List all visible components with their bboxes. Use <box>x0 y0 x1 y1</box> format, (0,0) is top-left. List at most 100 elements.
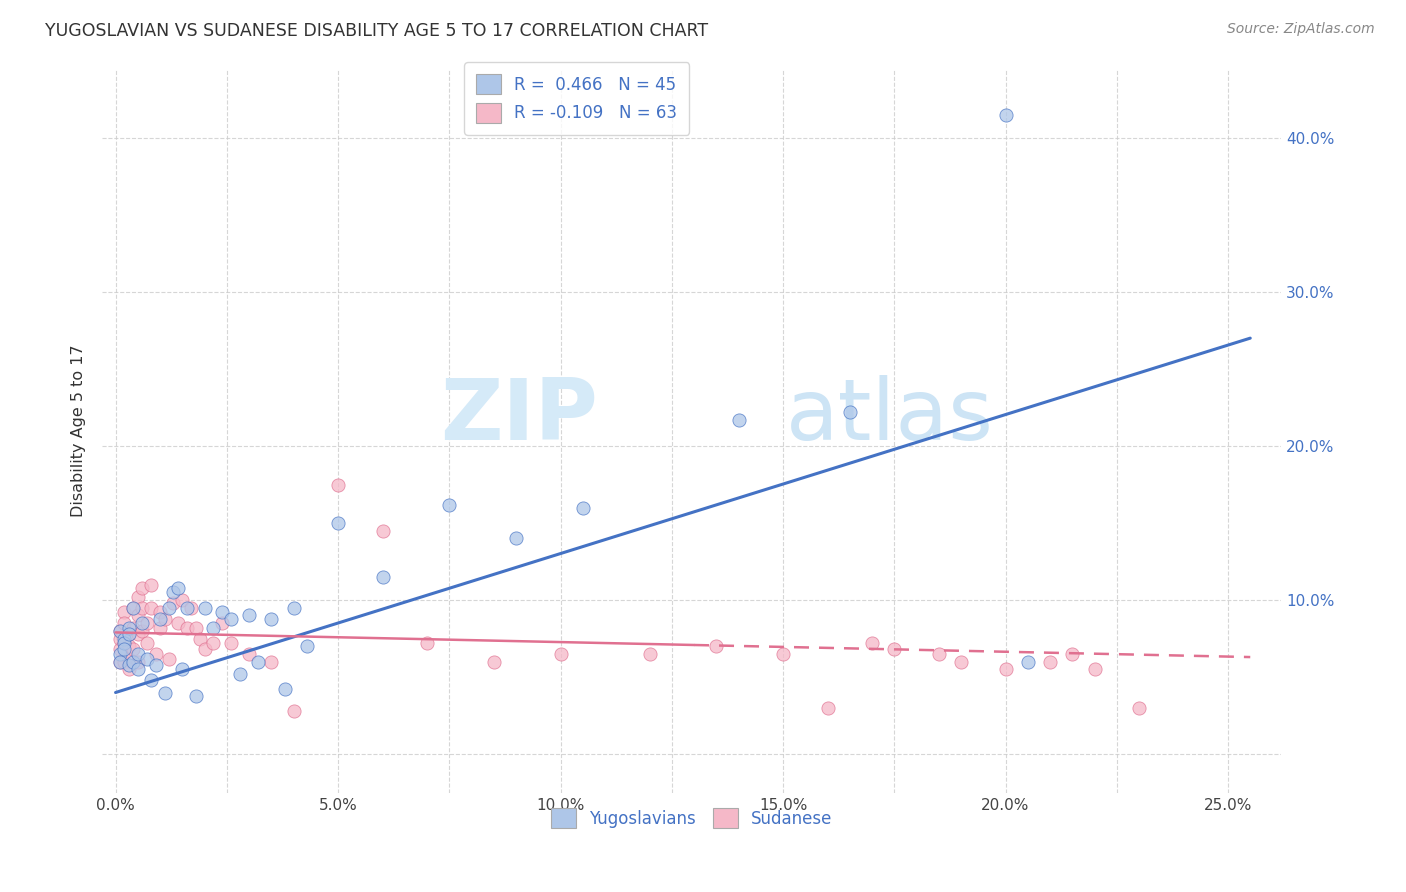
Point <box>202 621 225 635</box>
Point <box>172 593 194 607</box>
Text: ZIP: ZIP <box>440 375 598 458</box>
Point <box>166 581 188 595</box>
Point <box>114 632 136 646</box>
Point <box>950 655 973 669</box>
Point <box>118 627 141 641</box>
Point <box>219 611 242 625</box>
Point <box>114 616 136 631</box>
Point <box>127 608 149 623</box>
Point <box>838 405 860 419</box>
Point <box>108 655 131 669</box>
Point <box>273 682 295 697</box>
Point <box>153 685 176 699</box>
Point <box>260 655 283 669</box>
Point <box>883 642 905 657</box>
Point <box>439 498 461 512</box>
Point <box>193 600 215 615</box>
Point <box>817 701 839 715</box>
Point <box>114 655 136 669</box>
Point <box>118 640 141 654</box>
Point <box>149 606 172 620</box>
Point <box>122 621 145 635</box>
Point <box>176 621 198 635</box>
Point <box>162 585 184 599</box>
Point <box>108 624 131 638</box>
Point <box>131 600 153 615</box>
Point <box>162 596 184 610</box>
Point <box>246 655 269 669</box>
Point <box>122 655 145 669</box>
Point <box>202 636 225 650</box>
Point <box>166 616 188 631</box>
Point <box>145 647 167 661</box>
Point <box>108 624 131 638</box>
Point <box>149 621 172 635</box>
Text: YUGOSLAVIAN VS SUDANESE DISABILITY AGE 5 TO 17 CORRELATION CHART: YUGOSLAVIAN VS SUDANESE DISABILITY AGE 5… <box>45 22 709 40</box>
Point <box>295 640 318 654</box>
Point <box>1062 647 1084 661</box>
Point <box>108 632 131 646</box>
Point <box>157 600 180 615</box>
Point <box>127 647 149 661</box>
Point <box>283 600 305 615</box>
Point <box>176 600 198 615</box>
Point <box>482 655 505 669</box>
Point <box>211 606 233 620</box>
Point <box>727 413 749 427</box>
Point <box>114 636 136 650</box>
Point <box>1083 662 1105 676</box>
Point <box>260 611 283 625</box>
Point <box>326 477 349 491</box>
Point <box>108 655 131 669</box>
Point <box>994 108 1017 122</box>
Point <box>127 627 149 641</box>
Point <box>416 636 439 650</box>
Point <box>118 651 141 665</box>
Point <box>122 642 145 657</box>
Point <box>118 662 141 676</box>
Point <box>184 621 207 635</box>
Point <box>860 636 883 650</box>
Point <box>1017 655 1039 669</box>
Point <box>118 627 141 641</box>
Text: atlas: atlas <box>786 375 994 458</box>
Point <box>108 642 131 657</box>
Point <box>127 655 149 669</box>
Point <box>184 689 207 703</box>
Point <box>219 636 242 650</box>
Point <box>550 647 572 661</box>
Point <box>135 651 157 665</box>
Point <box>193 642 215 657</box>
Point <box>371 524 394 538</box>
Point <box>326 516 349 530</box>
Point <box>114 636 136 650</box>
Point <box>149 611 172 625</box>
Point <box>238 608 260 623</box>
Point <box>371 570 394 584</box>
Point <box>153 611 176 625</box>
Point <box>127 590 149 604</box>
Point <box>994 662 1017 676</box>
Point <box>118 657 141 672</box>
Point <box>211 616 233 631</box>
Point <box>127 662 149 676</box>
Y-axis label: Disability Age 5 to 17: Disability Age 5 to 17 <box>72 344 86 516</box>
Point <box>928 647 950 661</box>
Point <box>145 657 167 672</box>
Point <box>638 647 661 661</box>
Point <box>118 621 141 635</box>
Point <box>238 647 260 661</box>
Point <box>1039 655 1062 669</box>
Point <box>122 600 145 615</box>
Point <box>131 581 153 595</box>
Point <box>157 651 180 665</box>
Point <box>283 704 305 718</box>
Point <box>180 600 202 615</box>
Point <box>135 636 157 650</box>
Point <box>188 632 211 646</box>
Point <box>571 500 593 515</box>
Point <box>1128 701 1150 715</box>
Point <box>141 673 163 688</box>
Point <box>131 624 153 638</box>
Point <box>114 642 136 657</box>
